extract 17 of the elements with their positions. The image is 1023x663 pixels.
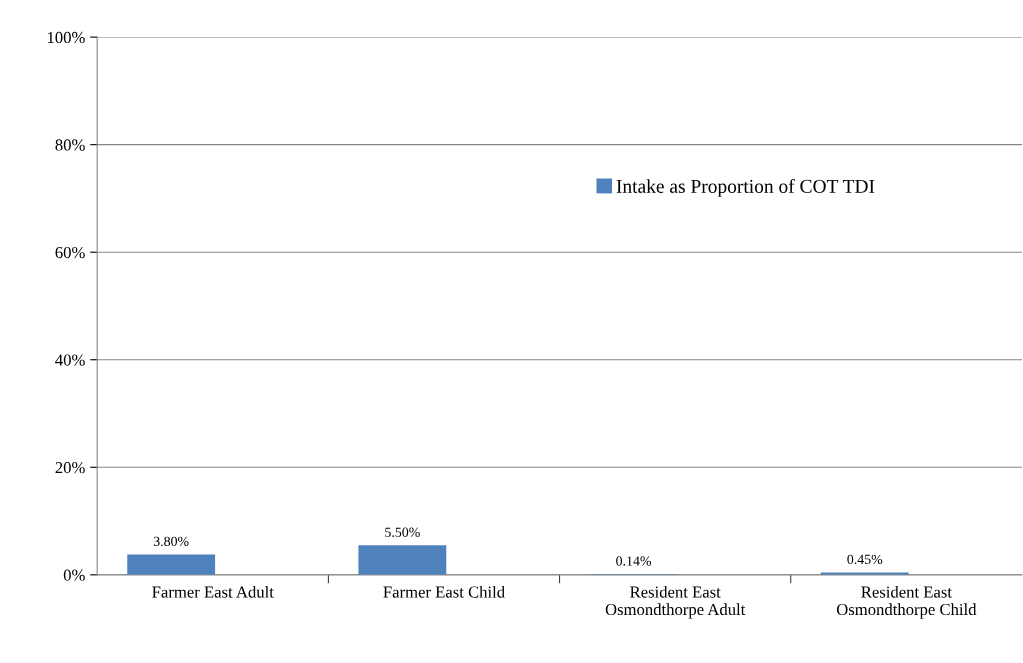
bar: [358, 545, 447, 575]
x-tick-label: Farmer East Adult: [152, 585, 274, 598]
legend-label: Intake as Proportion of COT TDI: [616, 179, 875, 197]
x-tick-label: Resident East Osmondthorpe Adult: [605, 585, 746, 619]
data-label: 0.45%: [847, 554, 883, 565]
x-tick-label: Resident East Osmondthorpe Child: [836, 585, 977, 619]
y-tick-label: 60%: [55, 246, 85, 259]
x-tick-label: Farmer East Child: [383, 585, 505, 598]
y-tick-label: 40%: [55, 354, 85, 366]
bar: [127, 554, 216, 575]
data-label: 3.80%: [153, 536, 189, 547]
y-tick-label: 80%: [55, 139, 85, 151]
y-tick-label: 0%: [63, 569, 85, 581]
y-tick-label: 100%: [47, 31, 85, 44]
data-label: 5.50%: [385, 527, 420, 537]
y-tick-label: 20%: [55, 461, 85, 474]
data-label: 0.14%: [616, 556, 652, 566]
